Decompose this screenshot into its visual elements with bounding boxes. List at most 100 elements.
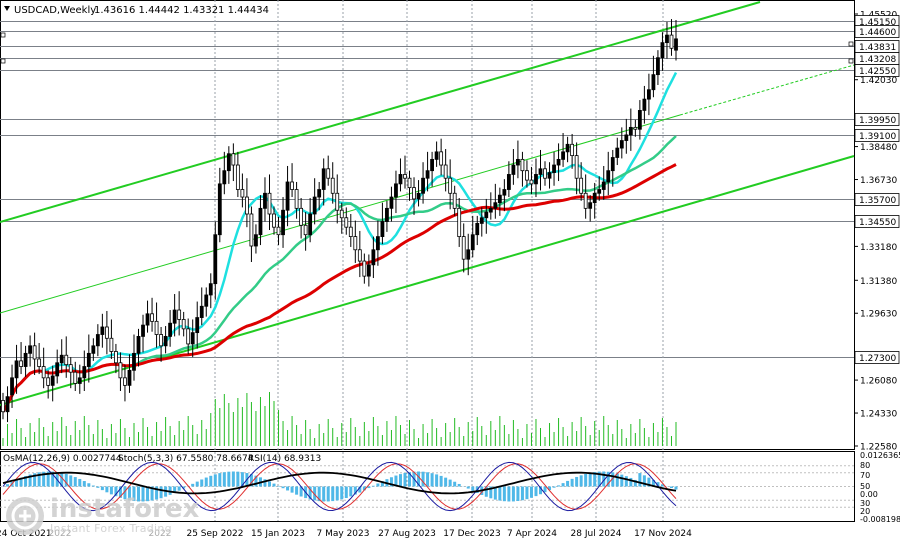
level-label: 1.35700 bbox=[859, 196, 896, 206]
osma-bar bbox=[562, 483, 565, 486]
osma-bar bbox=[214, 474, 217, 486]
osma-bar bbox=[87, 483, 90, 486]
date-label: 17 Dec 2023 bbox=[443, 529, 501, 539]
osma-bar bbox=[218, 473, 221, 486]
candle-body bbox=[670, 35, 673, 48]
candle-body bbox=[652, 75, 655, 90]
candle-body bbox=[589, 203, 592, 209]
osma-bar bbox=[200, 479, 203, 486]
osma-bar bbox=[503, 487, 506, 502]
candle-body bbox=[638, 110, 641, 129]
candle-body bbox=[530, 180, 533, 184]
osma-bar bbox=[286, 487, 289, 491]
osma-bar bbox=[191, 484, 194, 487]
candle-body bbox=[291, 182, 294, 190]
candle-body bbox=[11, 378, 14, 395]
osma-label: OsMA(12,26,9) 0.0027744 bbox=[3, 454, 122, 464]
osma-bar bbox=[101, 487, 104, 491]
candle-body bbox=[363, 261, 366, 276]
level-label: 1.27300 bbox=[859, 354, 896, 364]
candle-body bbox=[304, 225, 307, 234]
osma-bar bbox=[331, 487, 334, 502]
candle-body bbox=[78, 378, 81, 384]
candle-body bbox=[101, 327, 104, 335]
osma-bar bbox=[449, 480, 452, 487]
candle-body bbox=[507, 174, 510, 189]
osma-bar bbox=[178, 487, 181, 491]
candle-body bbox=[462, 237, 465, 260]
chart-symbol-title: USDCAD,Weekly bbox=[14, 5, 96, 16]
indicator-tick-label: 80 bbox=[860, 461, 870, 470]
indicator-tick-label: 70 bbox=[860, 471, 870, 480]
candle-body bbox=[602, 182, 605, 190]
candle-body bbox=[458, 208, 461, 236]
candle-body bbox=[146, 314, 149, 325]
candle-body bbox=[449, 178, 452, 193]
date-label: 7 Apr 2024 bbox=[507, 529, 557, 539]
osma-bar bbox=[83, 481, 86, 486]
candle-body bbox=[169, 323, 172, 336]
candle-body bbox=[575, 156, 578, 179]
candle-body bbox=[227, 154, 230, 171]
osma-bar bbox=[340, 487, 343, 500]
candle-body bbox=[300, 208, 303, 225]
candle-body bbox=[593, 193, 596, 202]
candle-body bbox=[539, 169, 542, 175]
date-label: 27 Aug 2023 bbox=[378, 529, 436, 539]
candle-body bbox=[42, 367, 45, 378]
candle-body bbox=[2, 400, 5, 411]
candle-body bbox=[128, 370, 131, 385]
candle-body bbox=[548, 173, 551, 179]
price-tick-label: 1.24330 bbox=[860, 410, 897, 420]
level-label: 1.43208 bbox=[859, 55, 896, 65]
price-tick-label: 1.38480 bbox=[860, 143, 897, 153]
osma-bar bbox=[345, 487, 348, 499]
osma-bar bbox=[142, 487, 145, 502]
candle-body bbox=[56, 363, 59, 376]
indicator-tick-label: 0.0126365 bbox=[860, 451, 900, 460]
candle-body bbox=[29, 346, 32, 354]
candle-body bbox=[553, 165, 556, 173]
candle-body bbox=[223, 171, 226, 184]
chart-ohlc-values: 1.43616 1.44442 1.43321 1.44434 bbox=[94, 5, 269, 16]
rsi-label: RSI(14) 68.9313 bbox=[248, 454, 321, 464]
candle-body bbox=[607, 171, 610, 182]
candle-body bbox=[232, 154, 235, 165]
date-label: 17 Nov 2024 bbox=[634, 529, 692, 539]
date-label: 24 Oct 2021 bbox=[0, 529, 52, 539]
candle-body bbox=[47, 378, 50, 386]
osma-bar bbox=[675, 487, 678, 490]
osma-bar bbox=[336, 487, 339, 501]
osma-bar bbox=[372, 486, 375, 487]
candle-body bbox=[259, 208, 262, 234]
osma-bar bbox=[557, 485, 560, 486]
level-label: 1.44600 bbox=[859, 28, 896, 38]
candle-body bbox=[83, 367, 86, 378]
price-tick-label: 1.31380 bbox=[860, 277, 897, 287]
candle-body bbox=[110, 338, 113, 351]
candle-body bbox=[318, 190, 321, 198]
level-label: 1.39100 bbox=[859, 132, 896, 142]
candle-body bbox=[345, 218, 348, 227]
candle-body bbox=[471, 235, 474, 250]
candle-body bbox=[151, 314, 154, 322]
osma-bar bbox=[110, 487, 113, 495]
candle-body bbox=[245, 197, 248, 214]
candle-body bbox=[354, 237, 357, 250]
date-label: 28 Jul 2024 bbox=[571, 529, 622, 539]
level-label: 1.43831 bbox=[859, 43, 896, 53]
osma-bar bbox=[440, 476, 443, 487]
osma-bar bbox=[96, 487, 99, 488]
candle-body bbox=[485, 212, 488, 218]
osma-bar bbox=[137, 487, 140, 502]
osma-bar bbox=[349, 487, 352, 497]
candle-body bbox=[367, 265, 370, 276]
candle-body bbox=[286, 182, 289, 210]
date-label: 15 Jan 2023 bbox=[251, 529, 305, 539]
osma-bar bbox=[516, 487, 519, 501]
candle-body bbox=[661, 43, 664, 58]
candle-body bbox=[453, 193, 456, 208]
candle-body bbox=[381, 222, 384, 237]
osma-bar bbox=[521, 487, 524, 501]
